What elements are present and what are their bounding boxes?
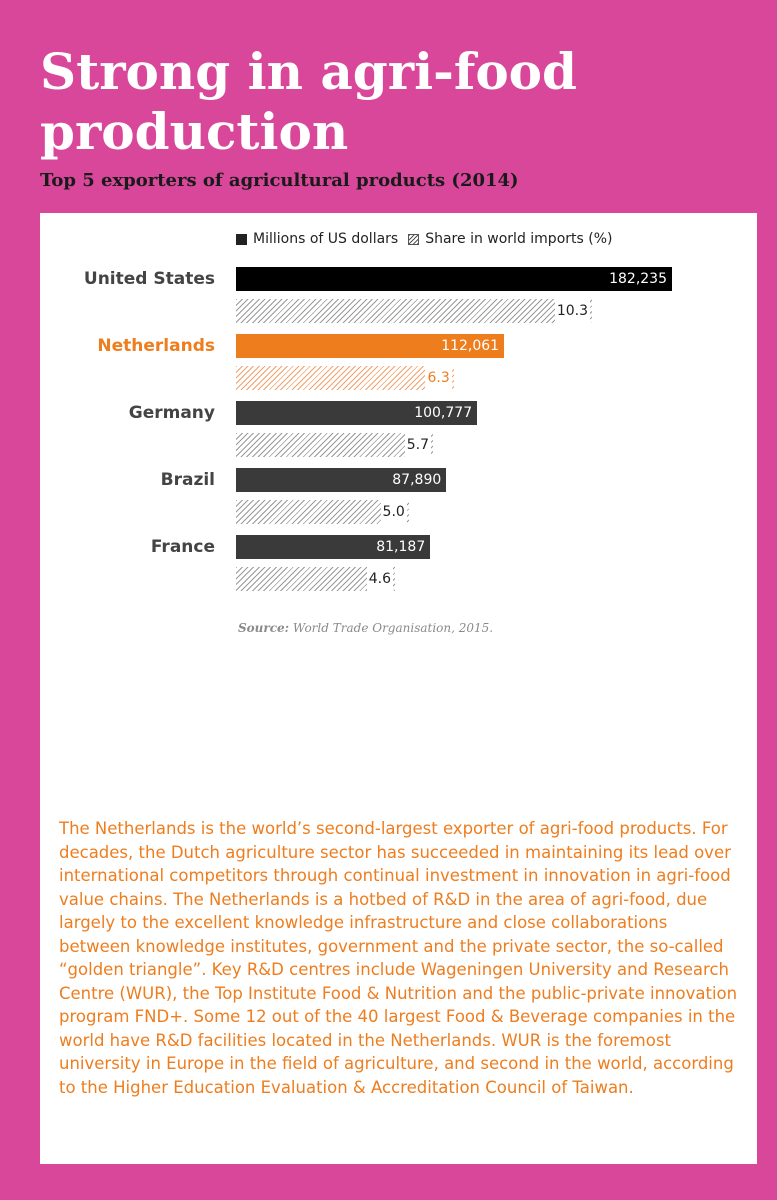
share-bar: 6.3 xyxy=(236,366,454,390)
source-text: World Trade Organisation, 2015. xyxy=(292,621,494,635)
value-bar-label: 81,187 xyxy=(376,539,426,555)
value-bar-label: 182,235 xyxy=(609,271,667,287)
share-bar: 4.6 xyxy=(236,567,395,591)
country-label: France xyxy=(150,537,215,557)
share-bar-label: 5.7 xyxy=(404,433,431,457)
share-bar-label: 6.3 xyxy=(425,366,452,390)
value-bar-label: 87,890 xyxy=(392,472,442,488)
chart-subtitle: Top 5 exporters of agricultural products… xyxy=(40,170,519,191)
legend-label-value: Millions of US dollars xyxy=(253,231,399,247)
legend-swatch-hatched xyxy=(408,233,420,245)
country-label: Netherlands xyxy=(97,336,215,356)
chart-legend: Millions of US dollars Share in world im… xyxy=(236,231,622,247)
country-label: United States xyxy=(83,269,215,289)
chart-panel: Millions of US dollars Share in world im… xyxy=(40,213,757,1164)
value-bar: 100,777 xyxy=(236,401,478,425)
value-bar: 87,890 xyxy=(236,468,447,492)
legend-swatch-solid xyxy=(236,233,247,245)
value-bar-label: 100,777 xyxy=(414,405,473,421)
legend-item-share: Share in world imports (%) xyxy=(408,231,612,247)
chart-source: Source: World Trade Organisation, 2015. xyxy=(238,621,493,635)
share-bar-label: 5.0 xyxy=(380,500,407,524)
country-label: Brazil xyxy=(160,470,215,490)
body-paragraph: The Netherlands is the world’s second-la… xyxy=(59,819,738,1097)
source-label: Source: xyxy=(238,621,290,635)
country-label: Germany xyxy=(128,403,215,423)
value-bar: 112,061 xyxy=(236,334,505,358)
share-bar: 10.3 xyxy=(236,299,592,323)
legend-label-share: Share in world imports (%) xyxy=(425,231,613,247)
value-bar-label: 112,061 xyxy=(441,338,500,354)
share-bar: 5.0 xyxy=(236,500,409,524)
share-bar-label: 4.6 xyxy=(366,567,393,591)
share-bar: 5.7 xyxy=(236,433,433,457)
share-bar-label: 10.3 xyxy=(554,299,590,323)
page-title: Strong in agri-food production xyxy=(40,42,577,161)
value-bar: 182,235 xyxy=(236,267,672,291)
legend-item-value: Millions of US dollars xyxy=(236,231,398,247)
value-bar: 81,187 xyxy=(236,535,431,559)
